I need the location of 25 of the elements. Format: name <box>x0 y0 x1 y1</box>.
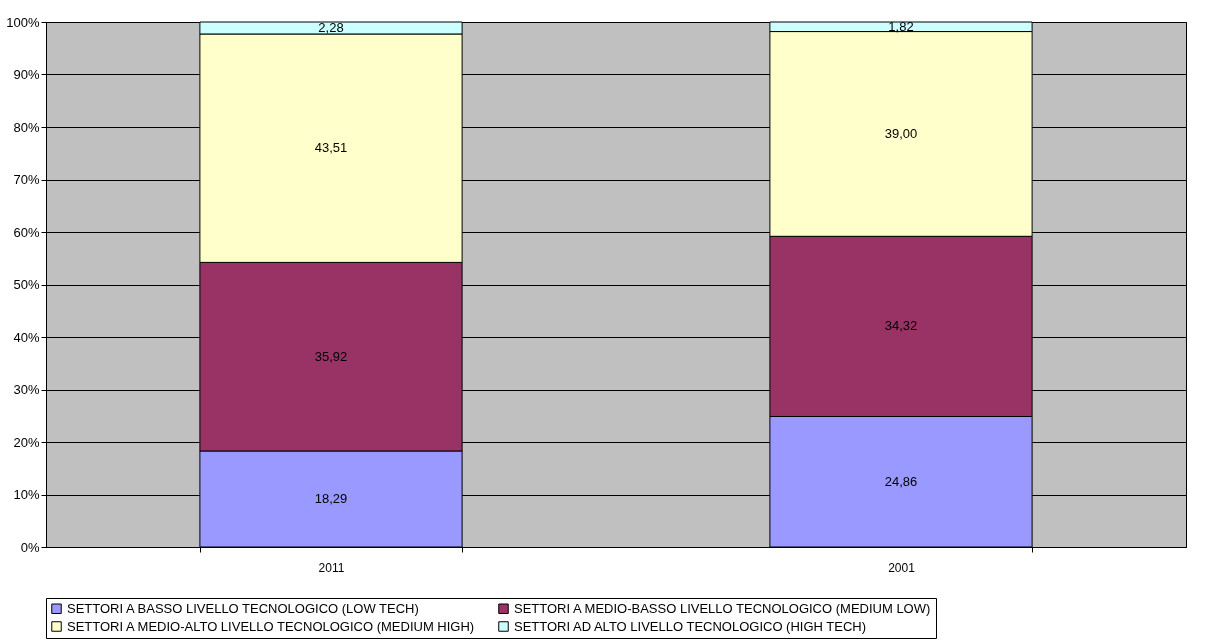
y-tick-label: 60% <box>13 224 40 240</box>
data-label: 34,32 <box>884 318 918 334</box>
data-label: 43,51 <box>314 140 348 156</box>
data-label: 1,82 <box>888 18 914 34</box>
y-tick-label: 50% <box>13 277 40 292</box>
y-tick-label: 30% <box>13 382 40 397</box>
data-label: 39,00 <box>884 125 918 141</box>
data-label: 35,92 <box>314 348 348 364</box>
y-tick-label: 10% <box>13 487 40 502</box>
y-tick-label: 20% <box>13 434 40 450</box>
y-tick-label: 90% <box>13 67 40 82</box>
legend-label: SETTORI AD ALTO LIVELLO TECNOLOGICO (HIGH TECH) <box>514 618 867 634</box>
y-tick-label: 100% <box>6 14 40 30</box>
x-tick-label: 2001 <box>888 560 916 575</box>
y-tick-label: 0% <box>20 539 40 555</box>
x-tick-label: 2011 <box>318 560 345 575</box>
data-label: 2,28 <box>318 19 344 35</box>
y-tick-label: 40% <box>13 329 40 345</box>
y-tick-label: 70% <box>13 172 40 187</box>
y-tick-label: 80% <box>13 119 40 135</box>
data-label: 18,29 <box>314 490 348 506</box>
legend-label: SETTORI A BASSO LIVELLO TECNOLOGICO (LOW TECH) <box>67 600 419 616</box>
legend-label: SETTORI A MEDIO-BASSO LIVELLO TECNOLOGICO (MEDIUM LOW) <box>514 600 931 616</box>
legend-label: SETTORI A MEDIO-ALTO LIVELLO TECNOLOGICO (MEDIUM HIGH) <box>67 618 475 634</box>
data-label: 24,86 <box>884 473 918 489</box>
